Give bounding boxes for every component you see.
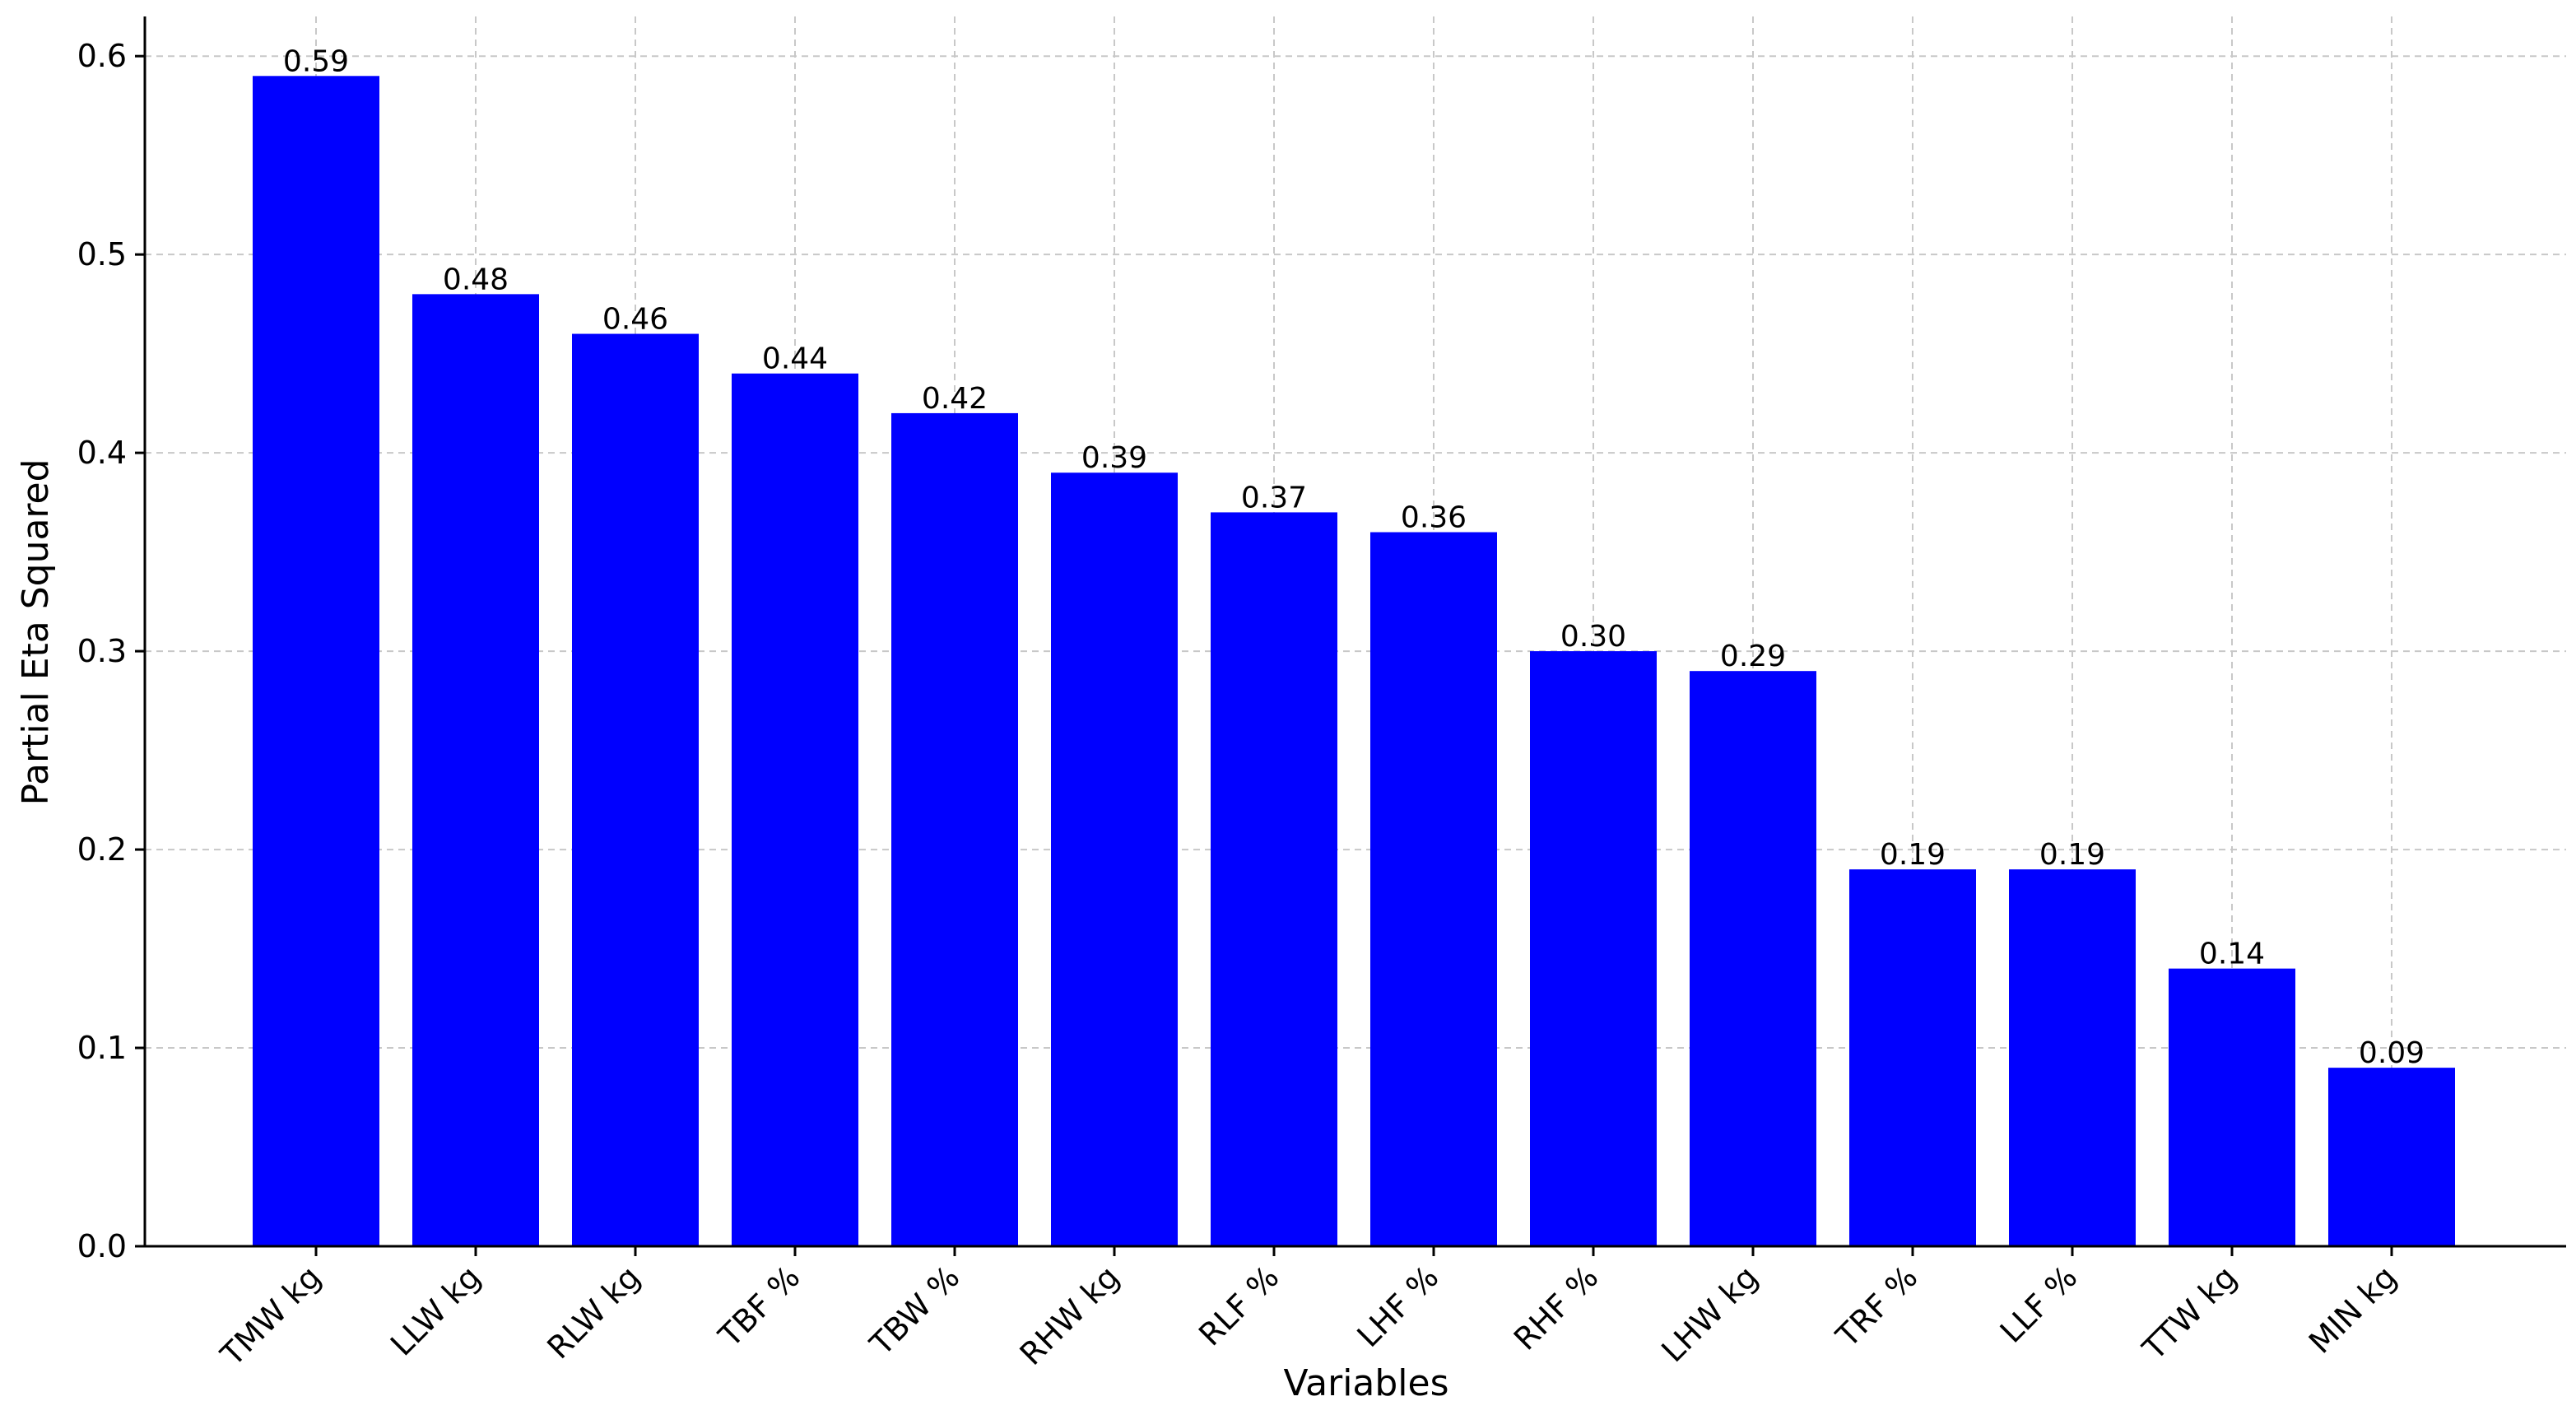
bar: [412, 294, 539, 1246]
bar-value-label: 0.59: [283, 44, 349, 78]
x-tick-label: LLF %: [1993, 1259, 2085, 1350]
bar: [1211, 512, 1337, 1246]
x-tick-label: LLW kg: [384, 1259, 487, 1362]
x-tick-label: RLF %: [1192, 1259, 1286, 1352]
bar: [891, 412, 1018, 1246]
bar-value-label: 0.19: [2039, 838, 2105, 872]
bar-value-label: 0.29: [1720, 640, 1786, 673]
bar: [1370, 532, 1497, 1246]
bar-value-label: 0.44: [762, 342, 828, 376]
x-ticks: TMW kg LLW kg RLW kg TBF % TBW % RHW kg RLF % L…: [213, 1246, 2403, 1373]
y-tick-label: 0.3: [77, 633, 127, 669]
bar: [2169, 968, 2295, 1246]
x-tick-label: RHF %: [1507, 1259, 1606, 1357]
x-tick-label: LHF %: [1351, 1259, 1446, 1354]
bar-value-label: 0.19: [1880, 838, 1946, 872]
x-tick-label: TRF %: [1829, 1259, 1924, 1354]
bar-value-label: 0.37: [1241, 481, 1307, 514]
bar: [1530, 651, 1657, 1246]
bar: [732, 373, 858, 1246]
axes-layer: [143, 16, 2566, 1248]
x-tick-label: TBW %: [863, 1259, 966, 1362]
bar: [572, 333, 699, 1247]
x-tick-label: MIN kg: [2302, 1259, 2403, 1360]
x-tick-label: RHW kg: [1013, 1259, 1127, 1372]
bar-value-label: 0.36: [1401, 501, 1467, 535]
x-tick-label: TBF %: [711, 1259, 807, 1354]
y-tick-label: 0.4: [77, 435, 127, 471]
bar-value-label: 0.30: [1560, 620, 1626, 654]
y-tick-label: 0.0: [77, 1228, 127, 1264]
bar-value-label: 0.42: [922, 382, 988, 416]
y-axis-title: Partial Eta Squared: [15, 458, 57, 805]
bar-value-label: 0.09: [2359, 1036, 2425, 1070]
y-tick-label: 0.6: [77, 38, 127, 74]
bar: [1051, 472, 1178, 1246]
bars-layer: [253, 76, 2455, 1247]
x-tick-label: TTW kg: [2135, 1259, 2244, 1367]
y-tick-label: 0.1: [77, 1030, 127, 1066]
x-tick-label: LHW kg: [1654, 1259, 1765, 1369]
bar-value-label: 0.46: [602, 303, 668, 337]
value-labels: 0.59 0.48 0.46 0.44 0.42 0.39 0.37 0.36 0.30 0.29…: [283, 44, 2425, 1070]
bar: [1690, 671, 1816, 1246]
bar-value-label: 0.48: [443, 263, 509, 296]
bar: [253, 76, 379, 1247]
y-tick-label: 0.5: [77, 236, 127, 272]
x-tick-label: TMW kg: [213, 1259, 328, 1373]
x-tick-label: RLW kg: [540, 1259, 647, 1366]
y-ticks: 0.0 0.1 0.2 0.3 0.4 0.5 0.6: [77, 38, 145, 1264]
bar: [2009, 869, 2136, 1246]
y-tick-label: 0.2: [77, 831, 127, 868]
bar: [2328, 1068, 2455, 1246]
x-axis-title: Variables: [1283, 1362, 1448, 1404]
bar: [1849, 869, 1976, 1246]
bar-value-label: 0.39: [1081, 441, 1147, 475]
bar-value-label: 0.14: [2199, 938, 2265, 971]
